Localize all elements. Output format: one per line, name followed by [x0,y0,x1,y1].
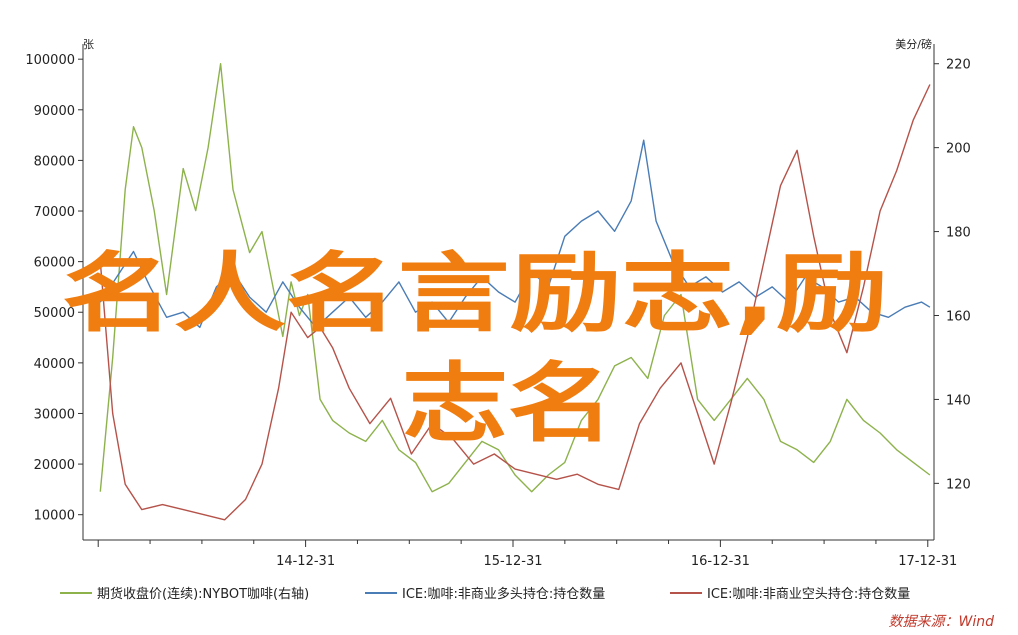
left-tick-label: 40000 [34,357,75,372]
left-tick-label: 50000 [34,306,75,321]
x-tick-label: 15-12-31 [483,554,542,569]
right-axis-unit: 美分/磅 [895,37,932,51]
legend-label: 期货收盘价(连续):NYBOT咖啡(右轴) [97,586,309,602]
x-tick-label: 16-12-31 [691,554,750,569]
right-tick-label: 120 [946,477,971,492]
left-tick-label: 90000 [34,104,75,119]
left-axis-unit: 张 [83,38,94,51]
right-tick-label: 140 [946,393,971,408]
right-tick-label: 220 [946,58,971,73]
left-tick-label: 80000 [34,154,75,169]
x-axis-ticks: 14-12-31 15-12-31 16-12-31 17-12-31 [97,540,957,569]
series-layer [99,63,931,521]
right-tick-label: 160 [946,309,971,324]
legend-item-ice-long: ICE:咖啡:非商业多头持仓:持仓数量 [365,586,605,602]
left-tick-label: 10000 [34,509,75,524]
series-nybot-coffee-price-line [99,63,931,493]
legend-label: ICE:咖啡:非商业空头持仓:持仓数量 [707,587,910,602]
watermark-line-2: 志名 [402,354,614,454]
legend-label: ICE:咖啡:非商业多头持仓:持仓数量 [402,586,605,602]
series-ice-long-positions-line [99,139,931,329]
watermark-line-1: 名人名言励志,励 [62,244,888,344]
series-ice-short-positions-line [99,84,931,521]
right-tick-label: 180 [946,226,971,241]
legend: 期货收盘价(连续):NYBOT咖啡(右轴) ICE:咖啡:非商业多头持仓:持仓数量… [60,586,910,602]
right-tick-label: 200 [946,142,971,157]
legend-item-ice-short: ICE:咖啡:非商业空头持仓:持仓数量 [670,587,910,602]
right-axis-ticks: 120 140 160 180 200 220 [934,58,971,492]
left-tick-label: 60000 [34,256,75,271]
left-axis-ticks: 10000 20000 30000 40000 50000 60000 70000 80000… [25,53,83,524]
legend-item-nybot-coffee: 期货收盘价(连续):NYBOT咖啡(右轴) [60,586,309,602]
left-tick-label: 30000 [34,407,75,422]
left-tick-label: 20000 [34,458,75,473]
plot-frame [82,44,935,541]
source-note: 数据来源：Wind [889,614,995,630]
left-tick-label: 70000 [34,205,75,220]
watermark: 名人名言励志,励 志名 [62,244,888,454]
x-tick-label: 17-12-31 [898,554,957,569]
left-tick-label: 100000 [25,53,75,68]
x-tick-label: 14-12-31 [276,554,335,569]
